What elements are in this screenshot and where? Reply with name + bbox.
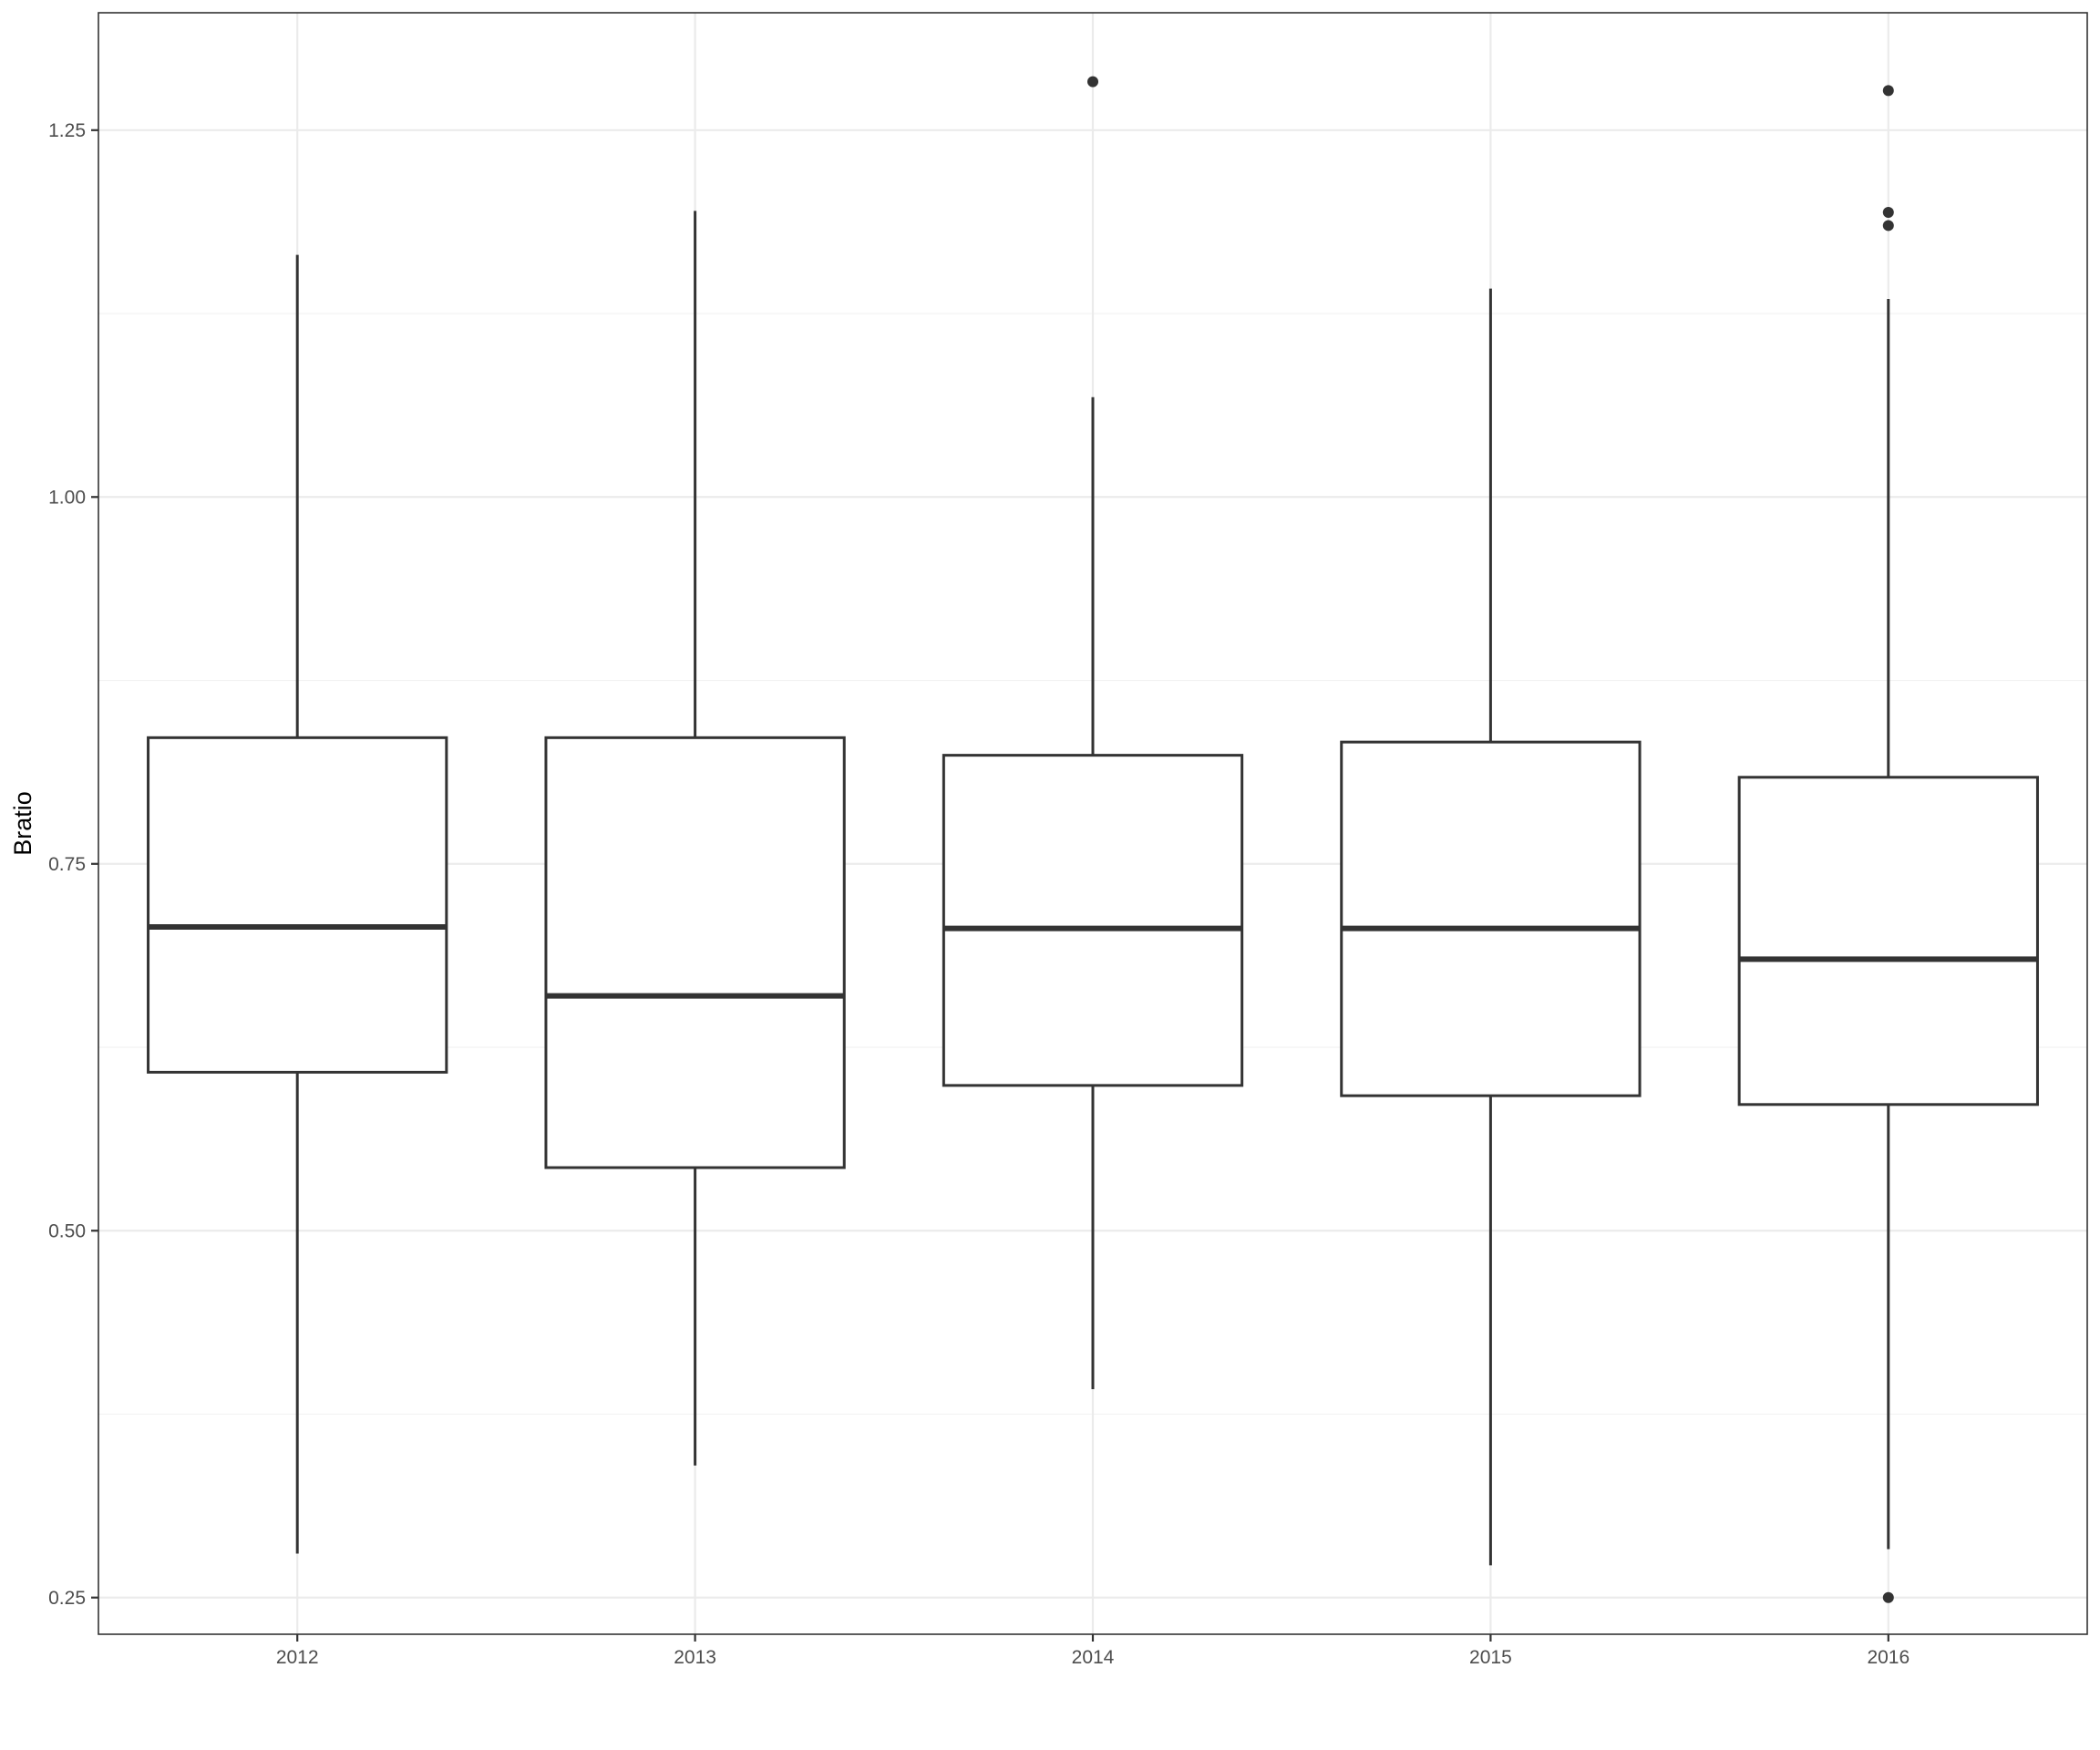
outlier-point (1087, 76, 1098, 88)
x-tick-label: 2015 (1469, 1647, 1512, 1668)
y-tick-label: 1.00 (48, 487, 86, 508)
box-2013 (544, 211, 846, 1466)
iqr-box (544, 736, 846, 1169)
box-2016 (1737, 85, 2039, 1603)
iqr-box (147, 736, 448, 1074)
box-2014 (942, 76, 1244, 1390)
x-tick-label: 2016 (1867, 1647, 1910, 1668)
x-tick-label: 2014 (1072, 1647, 1115, 1668)
iqr-box (942, 754, 1244, 1087)
outlier-point (1882, 206, 1894, 218)
y-tick-label: 0.75 (48, 854, 86, 875)
y-tick-label: 0.50 (48, 1220, 86, 1241)
y-axis-title: Bratio (9, 791, 36, 856)
y-tick-label: 1.25 (48, 120, 86, 141)
y-tick-label: 0.25 (48, 1588, 86, 1609)
iqr-box (1737, 776, 2039, 1107)
outlier-point (1882, 1591, 1894, 1603)
iqr-box (1340, 740, 1642, 1097)
axes: 0.25 0.50 0.75 1.00 1.25 2012 2013 2014 2015 2016 (48, 120, 1910, 1668)
outlier-point (1882, 220, 1894, 232)
box-2012 (147, 254, 448, 1554)
x-tick-label: 2013 (674, 1647, 716, 1668)
x-tick-label: 2012 (276, 1647, 319, 1668)
outlier-point (1882, 85, 1894, 97)
box-2015 (1340, 288, 1642, 1566)
boxes (147, 76, 2039, 1603)
